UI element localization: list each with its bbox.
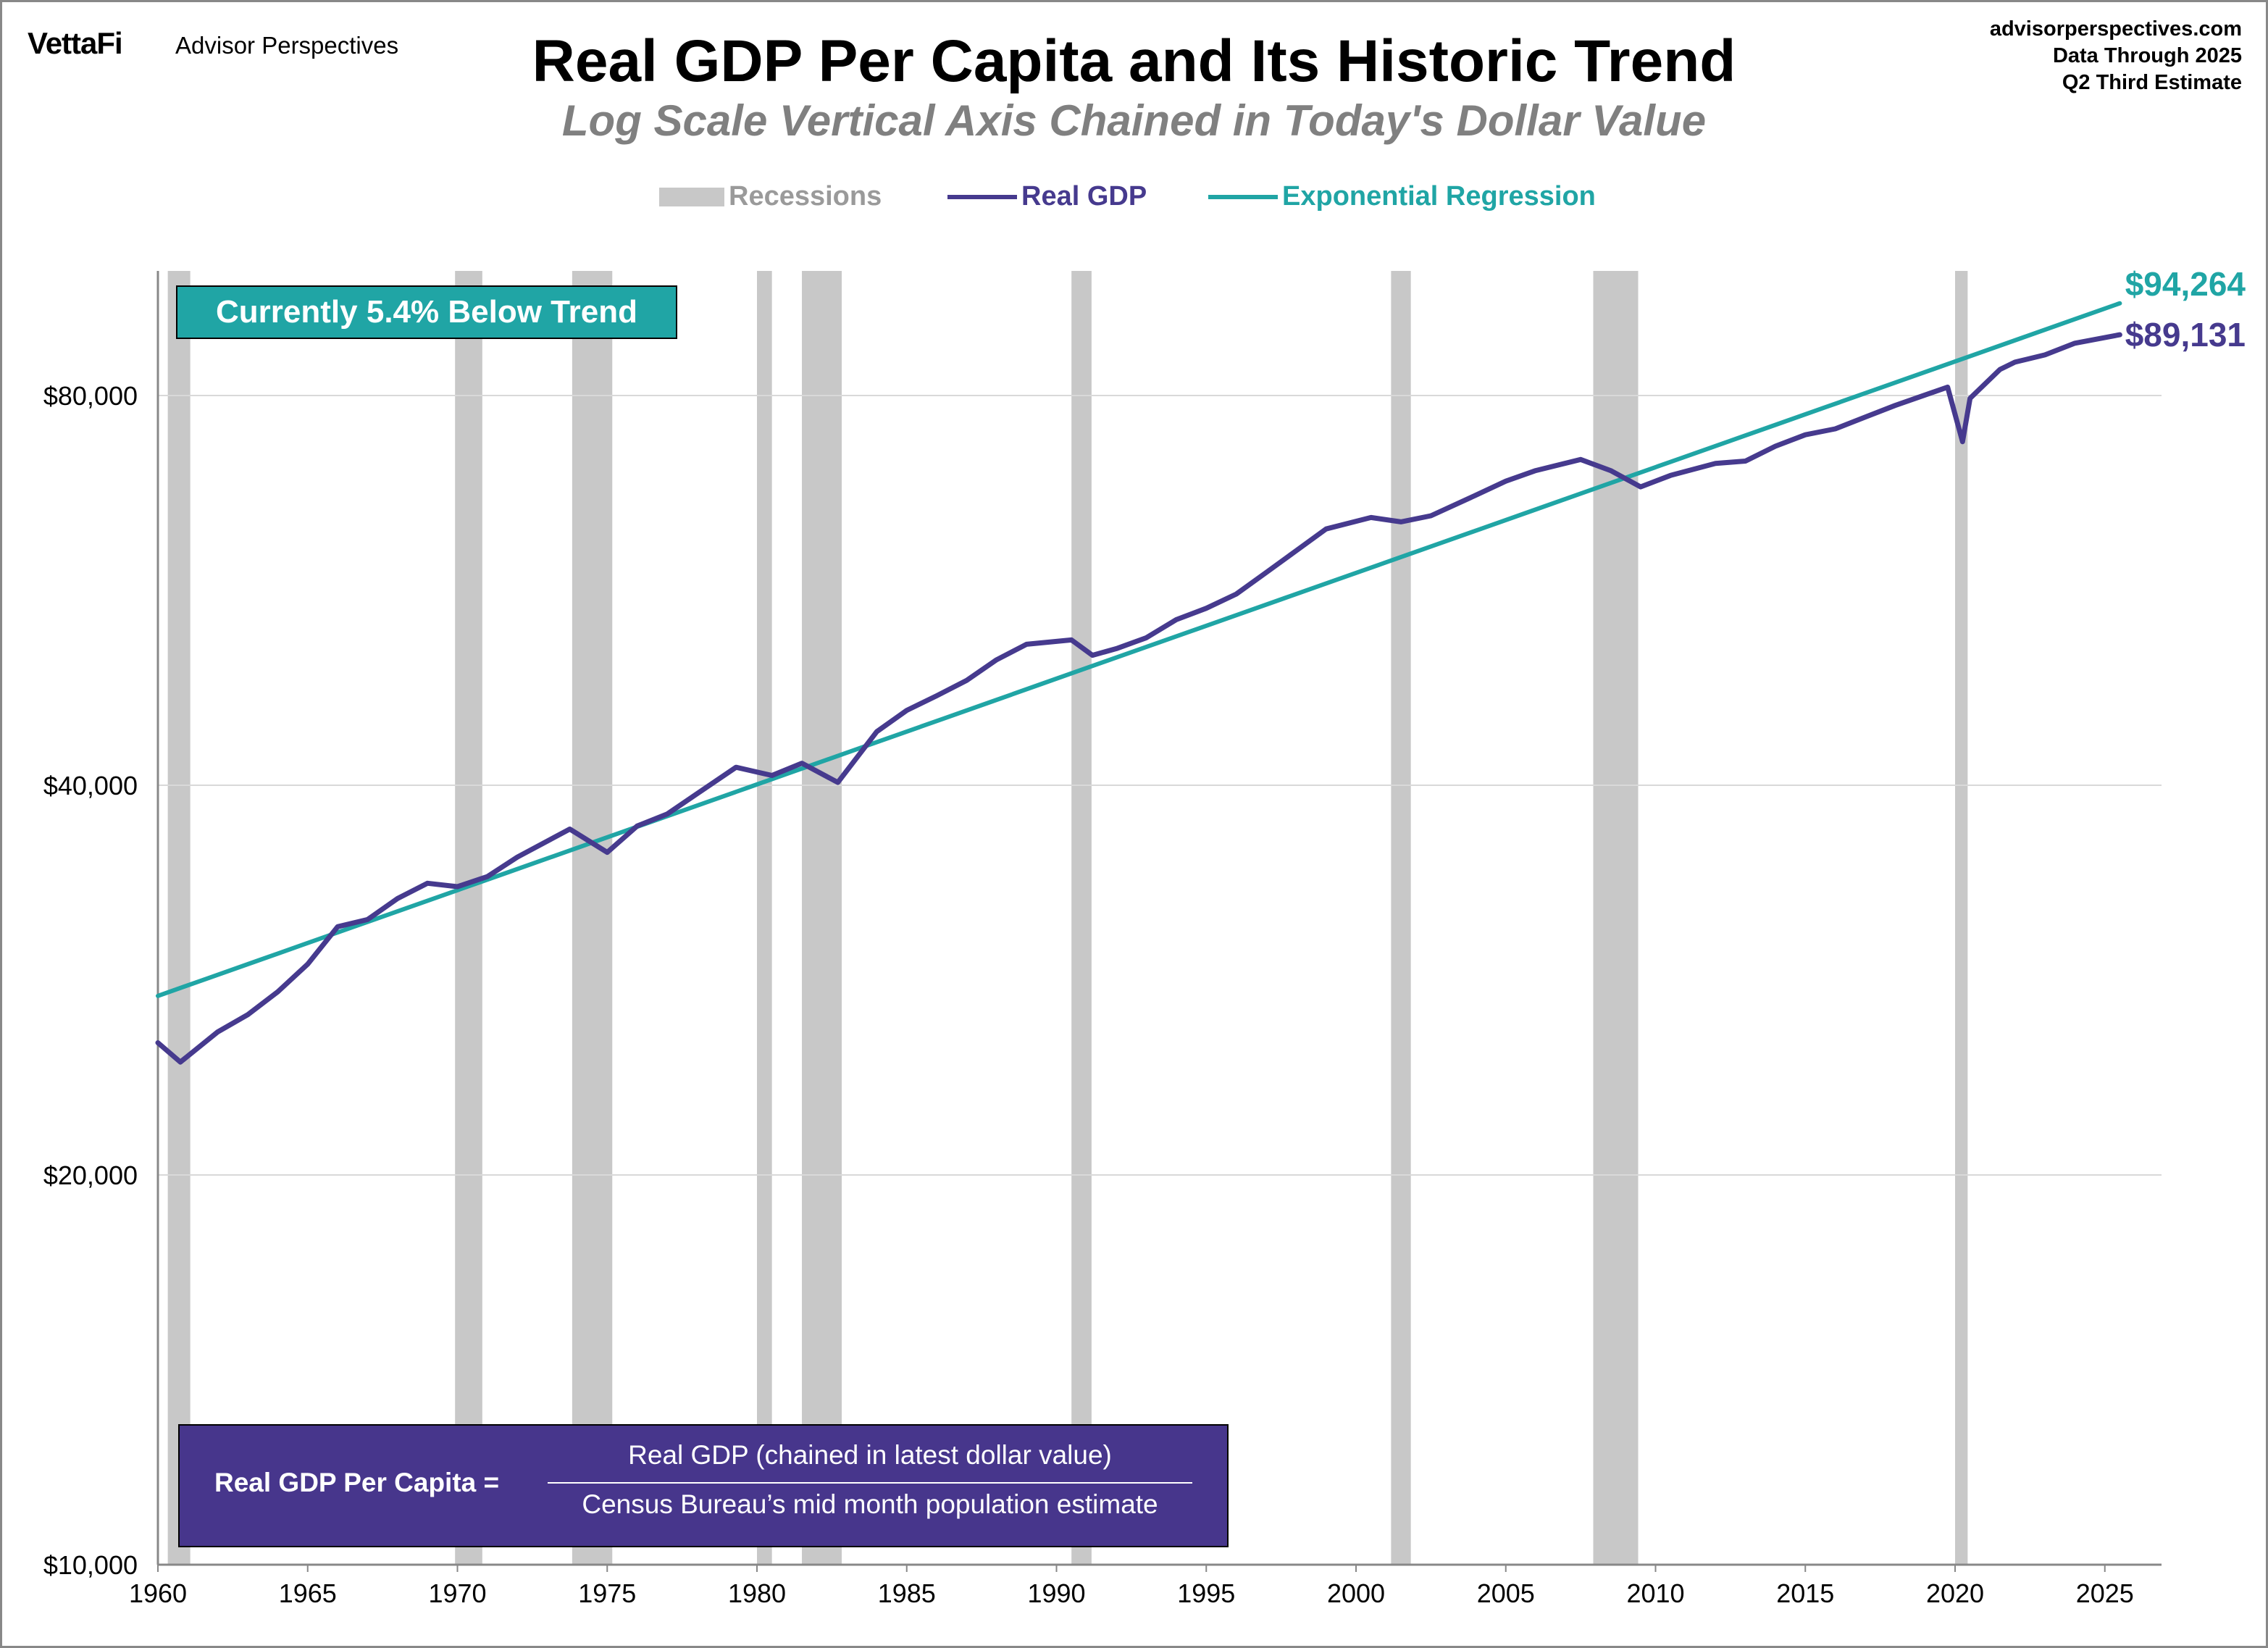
formula-numerator: Real GDP (chained in latest dollar value… bbox=[628, 1440, 1112, 1470]
recession-band bbox=[167, 271, 191, 1565]
chart-title: Real GDP Per Capita and Its Historic Tre… bbox=[532, 28, 1736, 94]
y-tick-label: $10,000 bbox=[43, 1550, 138, 1580]
y-tick-label: $80,000 bbox=[43, 381, 138, 411]
formula-box: Real GDP Per Capita = Real GDP (chained … bbox=[178, 1424, 1229, 1547]
recession-swatch bbox=[659, 187, 724, 206]
source-estimate: Q2 Third Estimate bbox=[2062, 71, 2242, 94]
x-tick-label: 1975 bbox=[578, 1578, 636, 1608]
trend-callout: Currently 5.4% Below Trend bbox=[176, 285, 677, 339]
recession-band bbox=[455, 271, 482, 1565]
source-site: advisorperspectives.com bbox=[1989, 17, 2242, 41]
formula-fraction-bar bbox=[548, 1482, 1192, 1484]
source-note: advisorperspectives.com Data Through 202… bbox=[1990, 16, 2242, 96]
y-tick-label: $40,000 bbox=[43, 771, 138, 800]
recession-band bbox=[572, 271, 613, 1565]
x-tick-label: 1985 bbox=[878, 1578, 936, 1608]
legend-label: Recessions bbox=[729, 181, 882, 212]
legend-recessions: Recessions bbox=[659, 181, 882, 212]
x-tick-label: 1995 bbox=[1177, 1578, 1235, 1608]
trend-line bbox=[156, 301, 2122, 998]
real-gdp-line bbox=[155, 332, 2122, 1065]
x-tick-label: 1970 bbox=[428, 1578, 486, 1608]
real-gdp-swatch bbox=[947, 194, 1017, 199]
x-tick-label: 2000 bbox=[1327, 1578, 1385, 1608]
chart-subtitle: Log Scale Vertical Axis Chained in Today… bbox=[561, 96, 1707, 145]
real-gdp-end-label: $89,131 bbox=[2125, 316, 2246, 354]
trend-end-label: $94,264 bbox=[2125, 265, 2246, 303]
x-tick-label: 2025 bbox=[2076, 1578, 2134, 1608]
trend-swatch bbox=[1208, 194, 1278, 199]
x-tick-label: 2015 bbox=[1776, 1578, 1834, 1608]
recession-band bbox=[757, 271, 772, 1565]
x-tick-label: 2005 bbox=[1477, 1578, 1535, 1608]
recession-band bbox=[1071, 271, 1092, 1565]
x-tick-label: 1965 bbox=[279, 1578, 337, 1608]
x-tick-label: 1980 bbox=[728, 1578, 786, 1608]
vettafi-logo: VettaFi bbox=[28, 26, 123, 60]
legend-trend: Exponential Regression bbox=[1208, 181, 1596, 212]
x-tick-label: 2010 bbox=[1626, 1578, 1684, 1608]
recession-band bbox=[802, 271, 842, 1565]
recession-band bbox=[1955, 271, 1968, 1565]
legend-label: Exponential Regression bbox=[1282, 181, 1596, 212]
legend-label: Real GDP bbox=[1021, 181, 1147, 212]
brand-name: Advisor Perspectives bbox=[175, 32, 399, 59]
x-tick-label: 2020 bbox=[1926, 1578, 1984, 1608]
formula-denominator: Census Bureau’s mid month population est… bbox=[582, 1489, 1158, 1519]
formula-label: Real GDP Per Capita = bbox=[214, 1468, 500, 1497]
source-data-through: Data Through 2025 bbox=[2052, 44, 2242, 67]
x-tick-label: 1960 bbox=[129, 1578, 187, 1608]
legend-real-gdp: Real GDP bbox=[947, 181, 1147, 212]
recession-band bbox=[1391, 271, 1411, 1565]
y-tick-label: $20,000 bbox=[43, 1160, 138, 1190]
x-tick-label: 1990 bbox=[1027, 1578, 1085, 1608]
